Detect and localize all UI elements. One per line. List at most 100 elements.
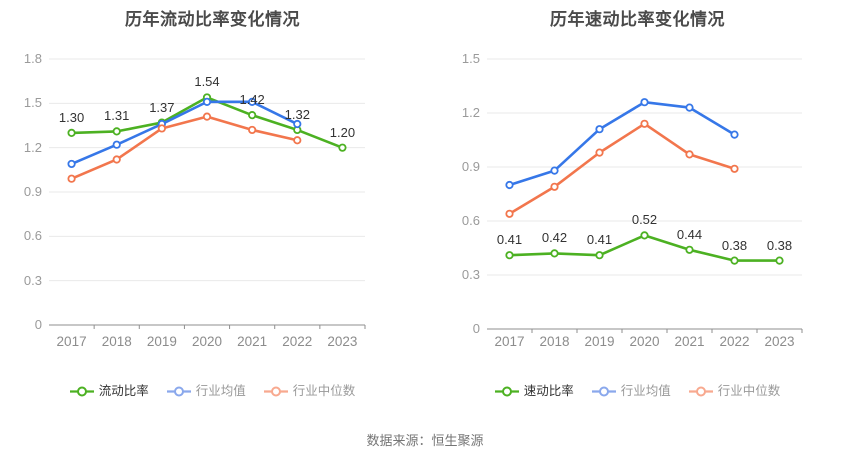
- series-marker: [505, 209, 514, 218]
- series-marker: [685, 245, 694, 254]
- x-axis-label: 2021: [674, 334, 705, 349]
- series-marker: [67, 128, 76, 137]
- data-label: 0.41: [586, 232, 613, 248]
- series-line-行业均值: [508, 100, 736, 187]
- data-label: 1.42: [239, 92, 265, 108]
- y-axis-label: 0: [472, 321, 480, 336]
- series-marker: [595, 148, 604, 157]
- x-axis-label: 2018: [101, 334, 132, 349]
- series-marker: [595, 251, 604, 260]
- data-label: 1.32: [284, 106, 310, 122]
- y-axis-label: 0.6: [461, 213, 480, 228]
- quick-ratio-chart: 历年速动比率变化情况 0 0.3 0.6 0.9 1.2 1.5 2017 2018 2019 2…: [425, 0, 850, 430]
- x-axis-label: 2019: [146, 334, 177, 349]
- plot-area: 0 0.3 0.6 0.9 1.2 1.5 1.8 2017 2018 2019 2020 2021 2…: [0, 0, 425, 430]
- x-axis-label: 2019: [584, 334, 615, 349]
- series-marker: [293, 136, 302, 145]
- y-axis-label: 0.9: [461, 159, 480, 174]
- legend-item-label: 行业中位数: [292, 384, 356, 398]
- data-label: 0.38: [721, 237, 748, 253]
- series-marker: [112, 127, 121, 136]
- x-axis-label: 2017: [56, 334, 87, 349]
- series-marker: [67, 174, 76, 183]
- legend-item-行业均值[interactable]: 行业均值: [591, 383, 671, 399]
- x-axis-label: 2020: [191, 334, 223, 349]
- series-marker: [550, 182, 559, 191]
- data-label: 0.42: [541, 230, 568, 246]
- legend-line-icon: [263, 386, 288, 396]
- data-label: 0.41: [496, 232, 523, 248]
- series-marker: [685, 103, 694, 112]
- x-axis-label: 2017: [494, 334, 525, 349]
- data-source-note: 数据来源：恒生聚源: [366, 433, 484, 448]
- series-marker: [730, 256, 739, 265]
- series-marker: [640, 119, 649, 128]
- series-marker: [505, 180, 514, 190]
- x-axis-label: 2022: [282, 334, 313, 349]
- y-axis-label: 0.3: [461, 267, 480, 282]
- series-marker: [202, 97, 212, 106]
- data-label: 1.31: [104, 108, 130, 124]
- data-label: 1.20: [329, 124, 356, 140]
- legend-line-icon: [591, 386, 616, 396]
- series-marker: [202, 112, 212, 121]
- series-marker: [550, 249, 559, 258]
- current-ratio-chart: 历年流动比率变化情况 0 0.3 0.6 0.9 1.2 1.5 1.8 2017 2018 20…: [0, 0, 425, 430]
- legend-item-行业均值[interactable]: 行业均值: [166, 383, 246, 399]
- legend-item-label: 速动比率: [523, 384, 574, 398]
- y-axis-label: 1.2: [23, 139, 42, 155]
- chart-canvas: [49, 58, 366, 329]
- legend-item-速动比率[interactable]: 速动比率: [494, 383, 574, 399]
- legend-item-行业中位数[interactable]: 行业中位数: [263, 383, 356, 399]
- y-axis-label: 1.8: [23, 51, 42, 66]
- data-label: 1.30: [58, 109, 85, 125]
- chart-canvas: [487, 58, 803, 333]
- chart-title: 历年速动比率变化情况: [550, 10, 725, 29]
- series-marker: [157, 124, 166, 133]
- series-marker: [112, 155, 121, 164]
- x-axis-label: 2023: [764, 334, 795, 349]
- legend: 速动比率 行业均值 行业中位数: [425, 383, 850, 399]
- series-line-行业中位数: [70, 115, 299, 180]
- series-marker: [293, 119, 302, 129]
- chart-title: 历年流动比率变化情况: [125, 10, 300, 29]
- x-axis-label: 2020: [629, 334, 660, 349]
- series-marker: [550, 166, 559, 175]
- series-marker: [775, 256, 784, 265]
- legend-item-label: 行业均值: [620, 384, 671, 398]
- series-marker: [67, 159, 76, 169]
- legend-item-流动比率[interactable]: 流动比率: [69, 383, 149, 399]
- series-marker: [730, 164, 739, 173]
- series-marker: [685, 150, 694, 159]
- series-marker: [248, 125, 257, 135]
- data-label: 0.44: [676, 226, 703, 242]
- legend-item-label: 行业均值: [195, 384, 246, 398]
- legend-item-行业中位数[interactable]: 行业中位数: [688, 383, 781, 399]
- y-axis-label: 0.6: [23, 228, 42, 244]
- series-marker: [640, 231, 649, 240]
- y-axis-label: 0: [34, 317, 42, 332]
- series-marker: [338, 143, 347, 152]
- legend-line-icon: [494, 386, 519, 396]
- series-marker: [248, 97, 257, 106]
- data-label: 1.37: [149, 99, 175, 115]
- series-marker: [730, 130, 739, 139]
- data-label: 1.54: [194, 74, 220, 90]
- series-marker: [595, 125, 604, 134]
- legend-item-label: 行业中位数: [717, 384, 781, 398]
- x-axis-label: 2023: [327, 334, 358, 349]
- series-line-行业均值: [70, 100, 299, 166]
- plot-area: 0 0.3 0.6 0.9 1.2 1.5 2017 2018 2019 2020 2021 2022…: [425, 0, 850, 430]
- y-axis-label: 1.5: [461, 51, 480, 66]
- series-line-行业中位数: [508, 122, 736, 216]
- series-marker: [505, 251, 514, 260]
- y-axis-label: 1.5: [23, 95, 42, 111]
- series-marker: [640, 98, 649, 107]
- y-axis-label: 0.3: [23, 272, 42, 288]
- series-marker: [248, 111, 257, 120]
- legend-line-icon: [688, 386, 713, 396]
- y-axis-label: 0.9: [23, 184, 42, 199]
- series-marker: [112, 140, 121, 149]
- data-label: 0.52: [631, 212, 658, 228]
